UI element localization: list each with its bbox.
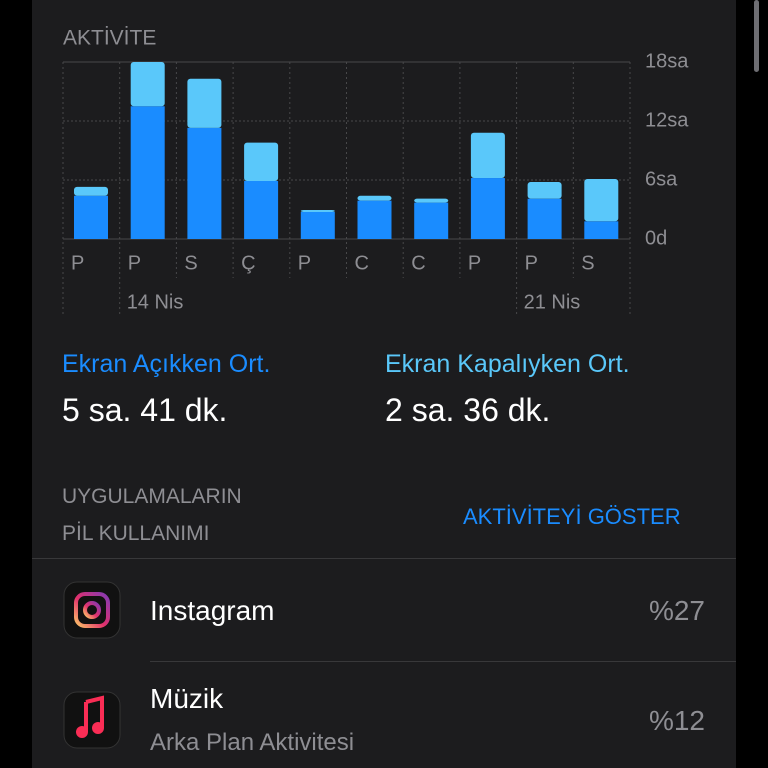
chart-title: AKTİVİTE <box>63 27 156 50</box>
bar-segment <box>527 198 562 239</box>
bar-segment <box>74 186 108 196</box>
x-tick-label: S <box>581 252 594 274</box>
scrollbar <box>754 0 759 72</box>
x-tick-label: P <box>128 252 141 274</box>
bar-segment <box>414 198 449 203</box>
separator <box>32 558 736 559</box>
y-tick-label: 12sa <box>645 109 689 131</box>
average: 5 sa. 41 dk. <box>62 392 228 428</box>
x-tick-label: Ç <box>241 252 255 274</box>
bar-segment <box>584 221 619 239</box>
section-title: UYGULAMALARIN <box>62 485 242 508</box>
bar-segment <box>470 178 505 239</box>
x-tick-label: S <box>184 252 197 274</box>
bar-segment <box>130 106 165 239</box>
app-name: Müzik <box>150 683 224 714</box>
bar-segment <box>527 181 562 199</box>
x-tick-label: C <box>355 252 369 274</box>
bar-segment <box>414 202 449 239</box>
bar-segment <box>187 78 222 128</box>
bar-segment <box>244 180 279 239</box>
x-tick-label: P <box>525 252 538 274</box>
bar-segment <box>300 209 335 212</box>
x-tick-label: P <box>298 252 311 274</box>
app-name: Instagram <box>150 595 275 626</box>
bar-segment <box>187 127 222 239</box>
bar-segment <box>584 179 619 222</box>
legend-label: Ekran Kapalıyken Ort. <box>385 350 630 378</box>
y-tick-label: 6sa <box>645 168 678 190</box>
bar-segment <box>130 62 165 107</box>
y-tick-label: 0d <box>645 227 667 249</box>
date-label: 14 Nis <box>127 291 184 313</box>
x-tick-label: P <box>71 252 84 274</box>
bar-segment <box>74 195 108 239</box>
bar-segment <box>244 142 279 181</box>
app-percent: %12 <box>648 705 705 736</box>
separator <box>150 661 736 662</box>
app-detail: Arka Plan Aktivitesi <box>150 729 355 756</box>
y-tick-label: 18sa <box>645 50 689 72</box>
average: 2 sa. 36 dk. <box>385 392 551 428</box>
date-label: 21 Nis <box>524 291 581 313</box>
bar-segment <box>357 195 392 201</box>
show-activity[interactable]: AKTİVİTEYİ GÖSTER <box>463 504 681 529</box>
bar-segment <box>357 200 392 239</box>
app-percent: %27 <box>648 595 705 626</box>
legend-label: Ekran Açıkken Ort. <box>62 350 271 378</box>
section-title: PİL KULLANIMI <box>62 522 210 545</box>
x-tick-label: C <box>411 252 425 274</box>
bar-segment <box>470 132 505 179</box>
bar-segment <box>300 211 335 239</box>
x-tick-label: P <box>468 252 481 274</box>
